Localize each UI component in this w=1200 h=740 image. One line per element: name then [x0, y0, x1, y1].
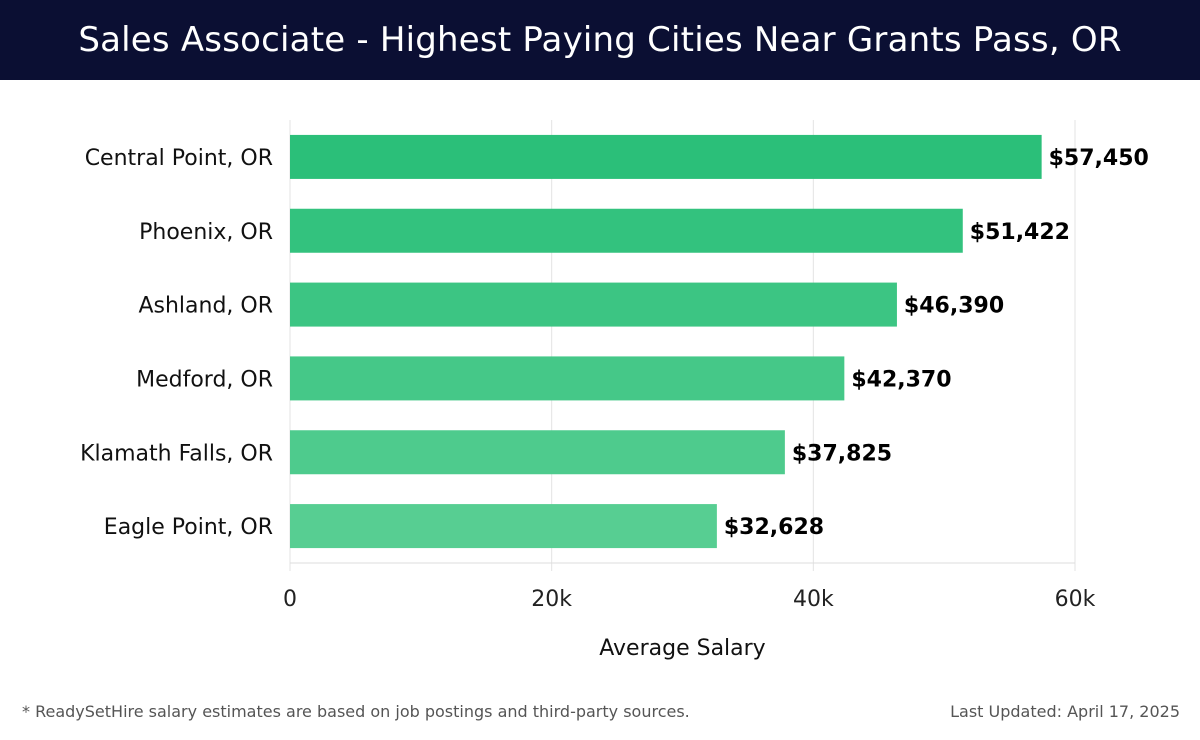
salary-bar-chart: 0 20k 40k 60k Central Point, OR $57,450 Phoeni…: [80, 120, 1149, 661]
bar: [290, 504, 717, 549]
chart-title: Sales Associate - Highest Paying Cities …: [78, 20, 1122, 60]
category-label: Ashland, OR: [138, 294, 273, 319]
x-tick-label: 20k: [531, 587, 572, 612]
category-label: Eagle Point, OR: [104, 515, 273, 540]
category-label: Phoenix, OR: [139, 220, 273, 245]
x-tick-label: 40k: [793, 587, 834, 612]
gridlines: [289, 120, 1076, 571]
bar: [290, 134, 1042, 179]
category-label: Klamath Falls, OR: [80, 441, 273, 466]
x-axis-title: Average Salary: [599, 636, 765, 661]
bars: [290, 134, 1042, 549]
value-label: $37,825: [792, 441, 892, 466]
category-label: Central Point, OR: [85, 146, 273, 171]
bar: [290, 282, 897, 327]
labels: 0 20k 40k 60k Central Point, OR $57,450 Phoeni…: [80, 146, 1149, 661]
chart-header: Sales Associate - Highest Paying Cities …: [0, 0, 1200, 80]
value-label: $42,370: [851, 367, 951, 392]
footnote: * ReadySetHire salary estimates are base…: [22, 702, 690, 721]
value-label: $46,390: [904, 294, 1004, 319]
last-updated: Last Updated: April 17, 2025: [950, 702, 1180, 721]
x-tick-label: 60k: [1055, 587, 1096, 612]
bar: [290, 208, 963, 253]
chart-footer: * ReadySetHire salary estimates are base…: [0, 698, 1200, 728]
x-tick-label: 0: [283, 587, 297, 612]
bar: [290, 356, 845, 401]
value-label: $32,628: [724, 515, 824, 540]
value-label: $51,422: [970, 220, 1070, 245]
value-label: $57,450: [1049, 146, 1149, 171]
category-label: Medford, OR: [136, 367, 273, 392]
bar: [290, 430, 785, 475]
